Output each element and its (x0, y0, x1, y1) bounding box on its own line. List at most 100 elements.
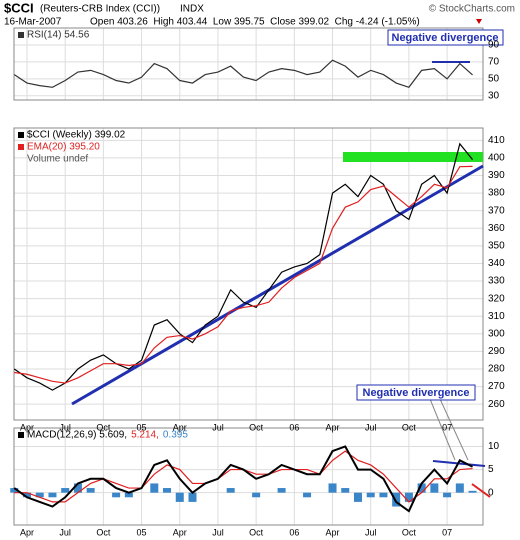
line (13, 445, 474, 513)
histogram-bar (48, 492, 57, 498)
y-tick-label: 70 (488, 57, 500, 68)
x-tick-label: Apr (326, 527, 340, 537)
line (14, 450, 473, 503)
y-tick-label: 370 (488, 205, 505, 216)
x-tick-label: Apr (20, 422, 34, 432)
histogram-bar (73, 483, 82, 493)
legend-label: Volume undef (27, 154, 88, 165)
y-tick-label: 10 (488, 441, 500, 452)
histogram-bar (150, 483, 159, 493)
legend-swatch (18, 32, 24, 38)
histogram-bar (443, 492, 452, 498)
x-tick-label: 06 (289, 527, 299, 537)
histogram-bar (124, 492, 133, 498)
histogram-bar (366, 492, 375, 498)
x-tick-label: Oct (96, 527, 111, 537)
legend-swatch (18, 432, 24, 438)
legend-label: RSI(14) 54.56 (27, 30, 90, 41)
histogram-bar (392, 492, 401, 507)
symbol: $CCI (4, 0, 34, 15)
legend-label: MACD(12,26,9) 5.609, (27, 430, 127, 441)
x-tick-label: Jul (365, 422, 377, 432)
annotation: Negative divergence (363, 387, 470, 399)
histogram-bar (341, 488, 350, 493)
index-name: (Reuters-CRB Index (CCI)) (40, 4, 160, 15)
x-tick-label: Oct (249, 527, 264, 537)
histogram-bar (35, 492, 44, 498)
down-arrow (476, 19, 482, 24)
y-tick-label: 320 (488, 293, 505, 304)
line (13, 142, 474, 391)
y-tick-label: 390 (488, 170, 505, 181)
histogram-bar (455, 483, 464, 493)
histogram-bar (252, 492, 261, 498)
x-tick-label: Apr (326, 422, 340, 432)
rsi-panel (13, 27, 484, 101)
x-tick-label: 07 (442, 527, 452, 537)
histogram-bar (61, 488, 70, 493)
y-tick-label: 350 (488, 240, 505, 251)
histogram-bar (417, 483, 426, 493)
legend-label: 0.395 (163, 430, 188, 441)
exchange: INDX (180, 4, 204, 15)
annotation-box (387, 29, 504, 46)
x-tick-label: Jul (212, 527, 224, 537)
y-tick-label: 280 (488, 364, 505, 375)
y-tick-label: 300 (488, 328, 505, 339)
histogram-bar (303, 492, 312, 498)
histogram-bar (430, 483, 439, 493)
histogram-bar (328, 483, 337, 493)
y-tick-label: 30 (488, 90, 500, 101)
histogram-bar (86, 488, 95, 493)
histogram-bar (468, 490, 477, 493)
y-tick-label: 360 (488, 223, 505, 234)
x-tick-label: Oct (402, 527, 417, 537)
annotation-box (356, 384, 476, 401)
histogram-bar (23, 492, 31, 498)
y-tick-label: 330 (488, 276, 505, 287)
legend-swatch (18, 132, 24, 138)
x-tick-label: 07 (442, 422, 452, 432)
y-tick-label: 310 (488, 311, 505, 322)
y-tick-label: 260 (488, 399, 505, 410)
x-tick-label: 05 (137, 527, 147, 537)
y-tick-label: 50 (488, 73, 500, 84)
histogram-bar (112, 492, 121, 498)
divergence-line (471, 483, 491, 498)
histogram-bar (226, 488, 235, 493)
y-tick-label: 5 (488, 464, 494, 475)
x-tick-label: Apr (173, 422, 187, 432)
legend-swatch (18, 144, 24, 150)
legend-label: $CCI (Weekly) 399.02 (27, 130, 126, 141)
quote: Open 403.26 High 403.44 Low 395.75 Close… (90, 17, 420, 28)
histogram-bar (188, 492, 197, 502)
histogram-bar (175, 492, 184, 502)
x-tick-label: 05 (137, 422, 147, 432)
credit: © StockCharts.com (429, 4, 515, 15)
date: 16-Mar-2007 (4, 17, 62, 28)
x-tick-label: Jul (365, 527, 377, 537)
macd-panel (13, 427, 484, 526)
price-panel (13, 127, 484, 421)
trendline (71, 164, 484, 406)
histogram-bar (10, 488, 19, 493)
x-tick-label: 06 (289, 422, 299, 432)
x-tick-label: Jul (59, 527, 71, 537)
histogram-bar (404, 492, 413, 502)
y-tick-label: 340 (488, 258, 505, 269)
histogram-bar (353, 492, 362, 502)
histogram-bar (277, 488, 286, 493)
x-tick-label: Oct (402, 422, 417, 432)
annotation: Negative divergence (392, 32, 499, 44)
x-tick-label: Oct (249, 422, 264, 432)
line (14, 165, 473, 384)
pointer (429, 398, 456, 461)
y-tick-label: 290 (488, 346, 505, 357)
histogram-bar (379, 492, 388, 498)
y-tick-label: 380 (488, 188, 505, 199)
x-tick-label: Oct (96, 422, 111, 432)
x-tick-label: Apr (173, 527, 187, 537)
x-tick-label: Apr (20, 527, 34, 537)
